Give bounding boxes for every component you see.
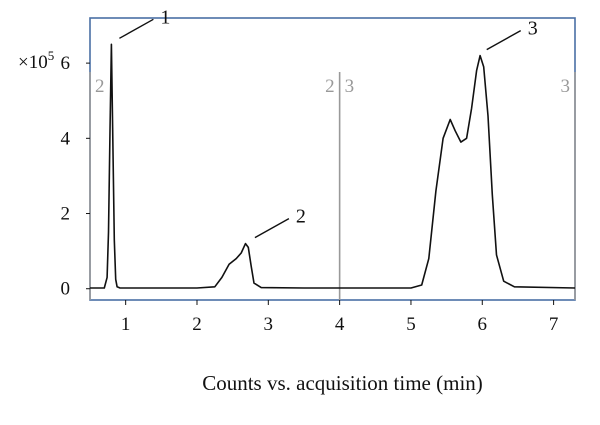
y-tick-label-2: 2 bbox=[61, 204, 71, 225]
plot-frame bbox=[89, 17, 576, 301]
peak-leader-3 bbox=[486, 29, 522, 51]
peak-label-3: 3 bbox=[528, 18, 538, 40]
y-multiplier-exponent: 5 bbox=[48, 48, 55, 63]
y-tick-label-4: 4 bbox=[61, 128, 71, 149]
x-tick-label-1: 1 bbox=[121, 314, 131, 335]
peak-leader-2 bbox=[254, 217, 290, 239]
x-tick-label-6: 6 bbox=[478, 314, 488, 335]
segment-label-4: 3 bbox=[561, 76, 571, 97]
series-line-1 bbox=[90, 43, 576, 289]
segment-label-3: 3 bbox=[345, 76, 355, 97]
peak-label-2: 2 bbox=[296, 206, 306, 228]
peak-label-1: 1 bbox=[160, 6, 170, 28]
segment-label-1: 2 bbox=[95, 76, 105, 97]
y-tick-label-0: 0 bbox=[61, 279, 71, 300]
y-tick-label-6: 6 bbox=[61, 53, 71, 74]
y-multiplier-label: ×105 bbox=[18, 48, 54, 73]
x-tick-label-3: 3 bbox=[264, 314, 274, 335]
x-tick-label-5: 5 bbox=[406, 314, 416, 335]
segment-label-2: 2 bbox=[325, 76, 335, 97]
x-tick-label-4: 4 bbox=[335, 314, 345, 335]
x-axis-title: Counts vs. acquisition time (min) bbox=[202, 371, 483, 395]
peak-leader-1 bbox=[119, 18, 154, 39]
x-tick-label-2: 2 bbox=[192, 314, 202, 335]
x-tick-label-7: 7 bbox=[549, 314, 559, 335]
